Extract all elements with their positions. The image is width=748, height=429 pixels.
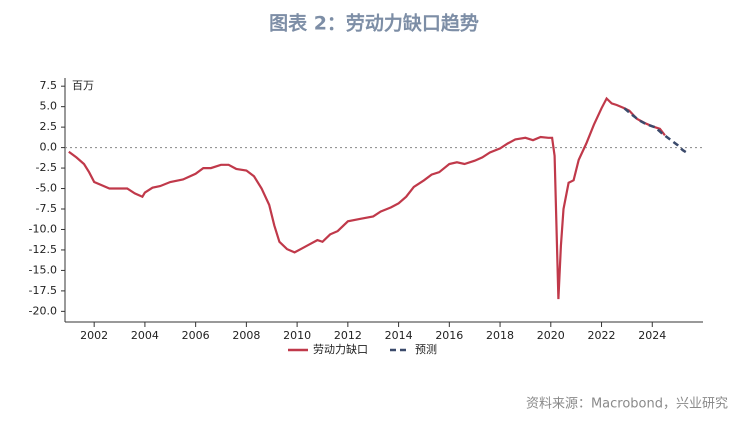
- y-tick-label: 0.0: [40, 141, 58, 154]
- x-tick-label: 2022: [588, 329, 616, 342]
- x-tick-label: 2006: [182, 329, 210, 342]
- y-tick-label: -10.0: [29, 222, 57, 235]
- y-tick-label: 2.5: [40, 120, 58, 133]
- x-tick-label: 2014: [385, 329, 413, 342]
- series-line: [623, 107, 689, 155]
- y-tick-label: -17.5: [29, 284, 57, 297]
- y-tick-label: 7.5: [40, 79, 58, 92]
- y-tick-label: -12.5: [29, 243, 57, 256]
- y-tick-label: -2.5: [36, 161, 57, 174]
- source: 资料来源：Macrobond，兴业研究: [526, 397, 728, 412]
- x-tick-label: 2002: [80, 329, 108, 342]
- x-tick-label: 2016: [435, 329, 463, 342]
- chart-title: 图表 2：劳动力缺口趋势: [269, 12, 479, 35]
- y-tick-label: -15.0: [29, 263, 57, 276]
- x-tick-label: 2024: [638, 329, 666, 342]
- y-tick-label: 5.0: [40, 100, 58, 113]
- y-tick-label: -20.0: [29, 304, 57, 317]
- x-tick-label: 2018: [486, 329, 514, 342]
- x-tick-label: 2004: [131, 329, 159, 342]
- y-unit: 百万: [72, 79, 94, 92]
- x-tick-label: 2010: [283, 329, 311, 342]
- x-tick-label: 2020: [537, 329, 565, 342]
- legend-label: 预测: [415, 343, 437, 356]
- y-tick-label: -5.0: [36, 182, 57, 195]
- legend-label: 劳动力缺口: [313, 342, 368, 356]
- series-line: [68, 96, 666, 300]
- x-tick-label: 2008: [232, 329, 260, 342]
- x-tick-label: 2012: [334, 329, 362, 342]
- y-tick-label: -7.5: [36, 202, 57, 215]
